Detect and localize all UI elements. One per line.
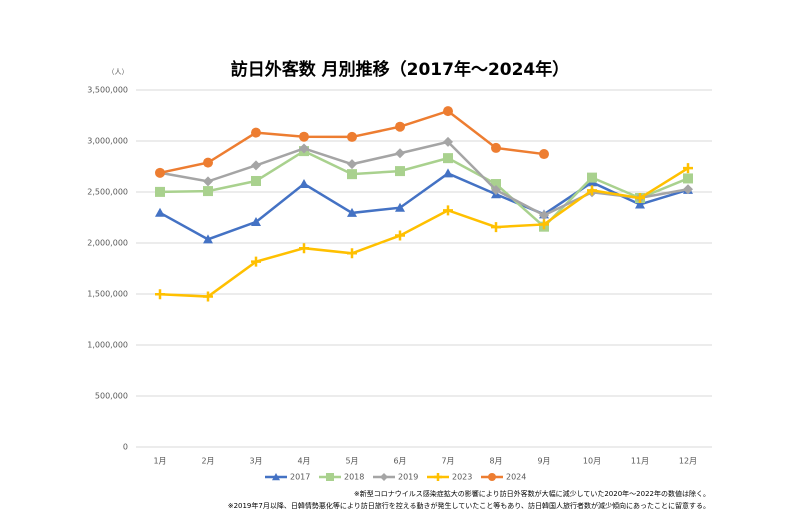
data-point	[395, 121, 405, 132]
data-point	[299, 131, 309, 142]
legend-label: 2023	[452, 473, 472, 482]
data-point	[395, 148, 405, 159]
x-tick-label: 7月	[441, 457, 454, 466]
data-point	[155, 167, 165, 178]
legend-marker	[434, 473, 442, 481]
data-point	[443, 205, 453, 216]
legend-marker	[488, 473, 496, 481]
x-tick-label: 8月	[489, 457, 502, 466]
data-point	[395, 202, 405, 212]
y-unit: （人）	[108, 68, 129, 76]
data-point	[635, 199, 645, 209]
data-point	[251, 127, 261, 138]
data-point	[203, 291, 213, 302]
x-tick-label: 1月	[153, 457, 166, 466]
x-tick-label: 3月	[249, 457, 262, 466]
data-point	[443, 168, 453, 178]
legend-marker	[380, 473, 388, 481]
data-point	[539, 149, 549, 160]
data-point	[443, 153, 453, 164]
legend-marker	[326, 473, 334, 481]
data-point	[251, 175, 261, 186]
note: ※新型コロナウイルス感染症拡大の影響により訪日外客数が大幅に減少していた2020…	[354, 489, 710, 498]
series-line	[159, 140, 689, 217]
data-point	[251, 216, 261, 226]
legend-marker	[272, 473, 280, 481]
data-point	[299, 178, 309, 188]
legend-label: 2018	[344, 473, 364, 482]
data-point	[491, 184, 501, 195]
data-point	[347, 159, 357, 170]
data-point	[203, 157, 213, 168]
x-tick-label: 6月	[393, 457, 406, 466]
data-point	[203, 186, 213, 197]
data-point	[683, 184, 693, 195]
chart-title: 訪日外客数 月別推移（2017年～2024年）	[231, 59, 570, 80]
legend-label: 2024	[506, 473, 526, 482]
series-line	[159, 167, 689, 298]
data-point	[155, 207, 165, 217]
data-point	[443, 136, 453, 147]
data-point	[347, 169, 357, 180]
data-point	[347, 248, 357, 259]
data-point	[587, 172, 597, 183]
data-point	[491, 142, 501, 153]
series-line	[159, 149, 689, 229]
data-point	[347, 131, 357, 142]
y-tick-label: 500,000	[95, 392, 128, 401]
data-point	[683, 163, 693, 174]
data-point	[395, 230, 405, 241]
y-tick-label: 1,500,000	[87, 290, 128, 299]
data-point	[395, 166, 405, 177]
x-tick-label: 4月	[297, 457, 310, 466]
y-tick-label: 1,000,000	[87, 341, 128, 350]
data-point	[299, 243, 309, 254]
x-tick-label: 11月	[631, 457, 649, 466]
x-tick-label: 10月	[583, 457, 601, 466]
note: ※2019年7月以降、日韓情勢悪化等により訪日旅行を控える動きが発生していたこと…	[228, 501, 710, 510]
y-tick-label: 2,000,000	[87, 239, 128, 248]
data-point	[203, 234, 213, 244]
data-point	[251, 256, 261, 267]
data-point	[299, 143, 309, 154]
data-point	[587, 185, 597, 196]
series-line	[159, 172, 689, 241]
x-tick-label: 5月	[345, 457, 358, 466]
data-point	[539, 219, 549, 230]
data-point	[251, 160, 261, 171]
data-point	[491, 179, 501, 190]
data-point	[443, 106, 453, 117]
x-tick-label: 2月	[201, 457, 214, 466]
data-point	[491, 222, 501, 233]
legend-label: 2019	[398, 473, 418, 482]
x-tick-label: 9月	[537, 457, 550, 466]
data-point	[347, 207, 357, 217]
y-tick-label: 3,000,000	[87, 137, 128, 146]
x-tick-label: 12月	[679, 457, 697, 466]
y-tick-label: 0	[123, 443, 128, 452]
data-point	[203, 176, 213, 187]
data-point	[539, 210, 549, 221]
y-tick-label: 2,500,000	[87, 188, 128, 197]
data-point	[683, 173, 693, 184]
legend-label: 2017	[290, 473, 310, 482]
data-point	[155, 289, 165, 300]
data-point	[155, 186, 165, 197]
y-tick-label: 3,500,000	[87, 86, 128, 95]
data-point	[635, 193, 645, 204]
